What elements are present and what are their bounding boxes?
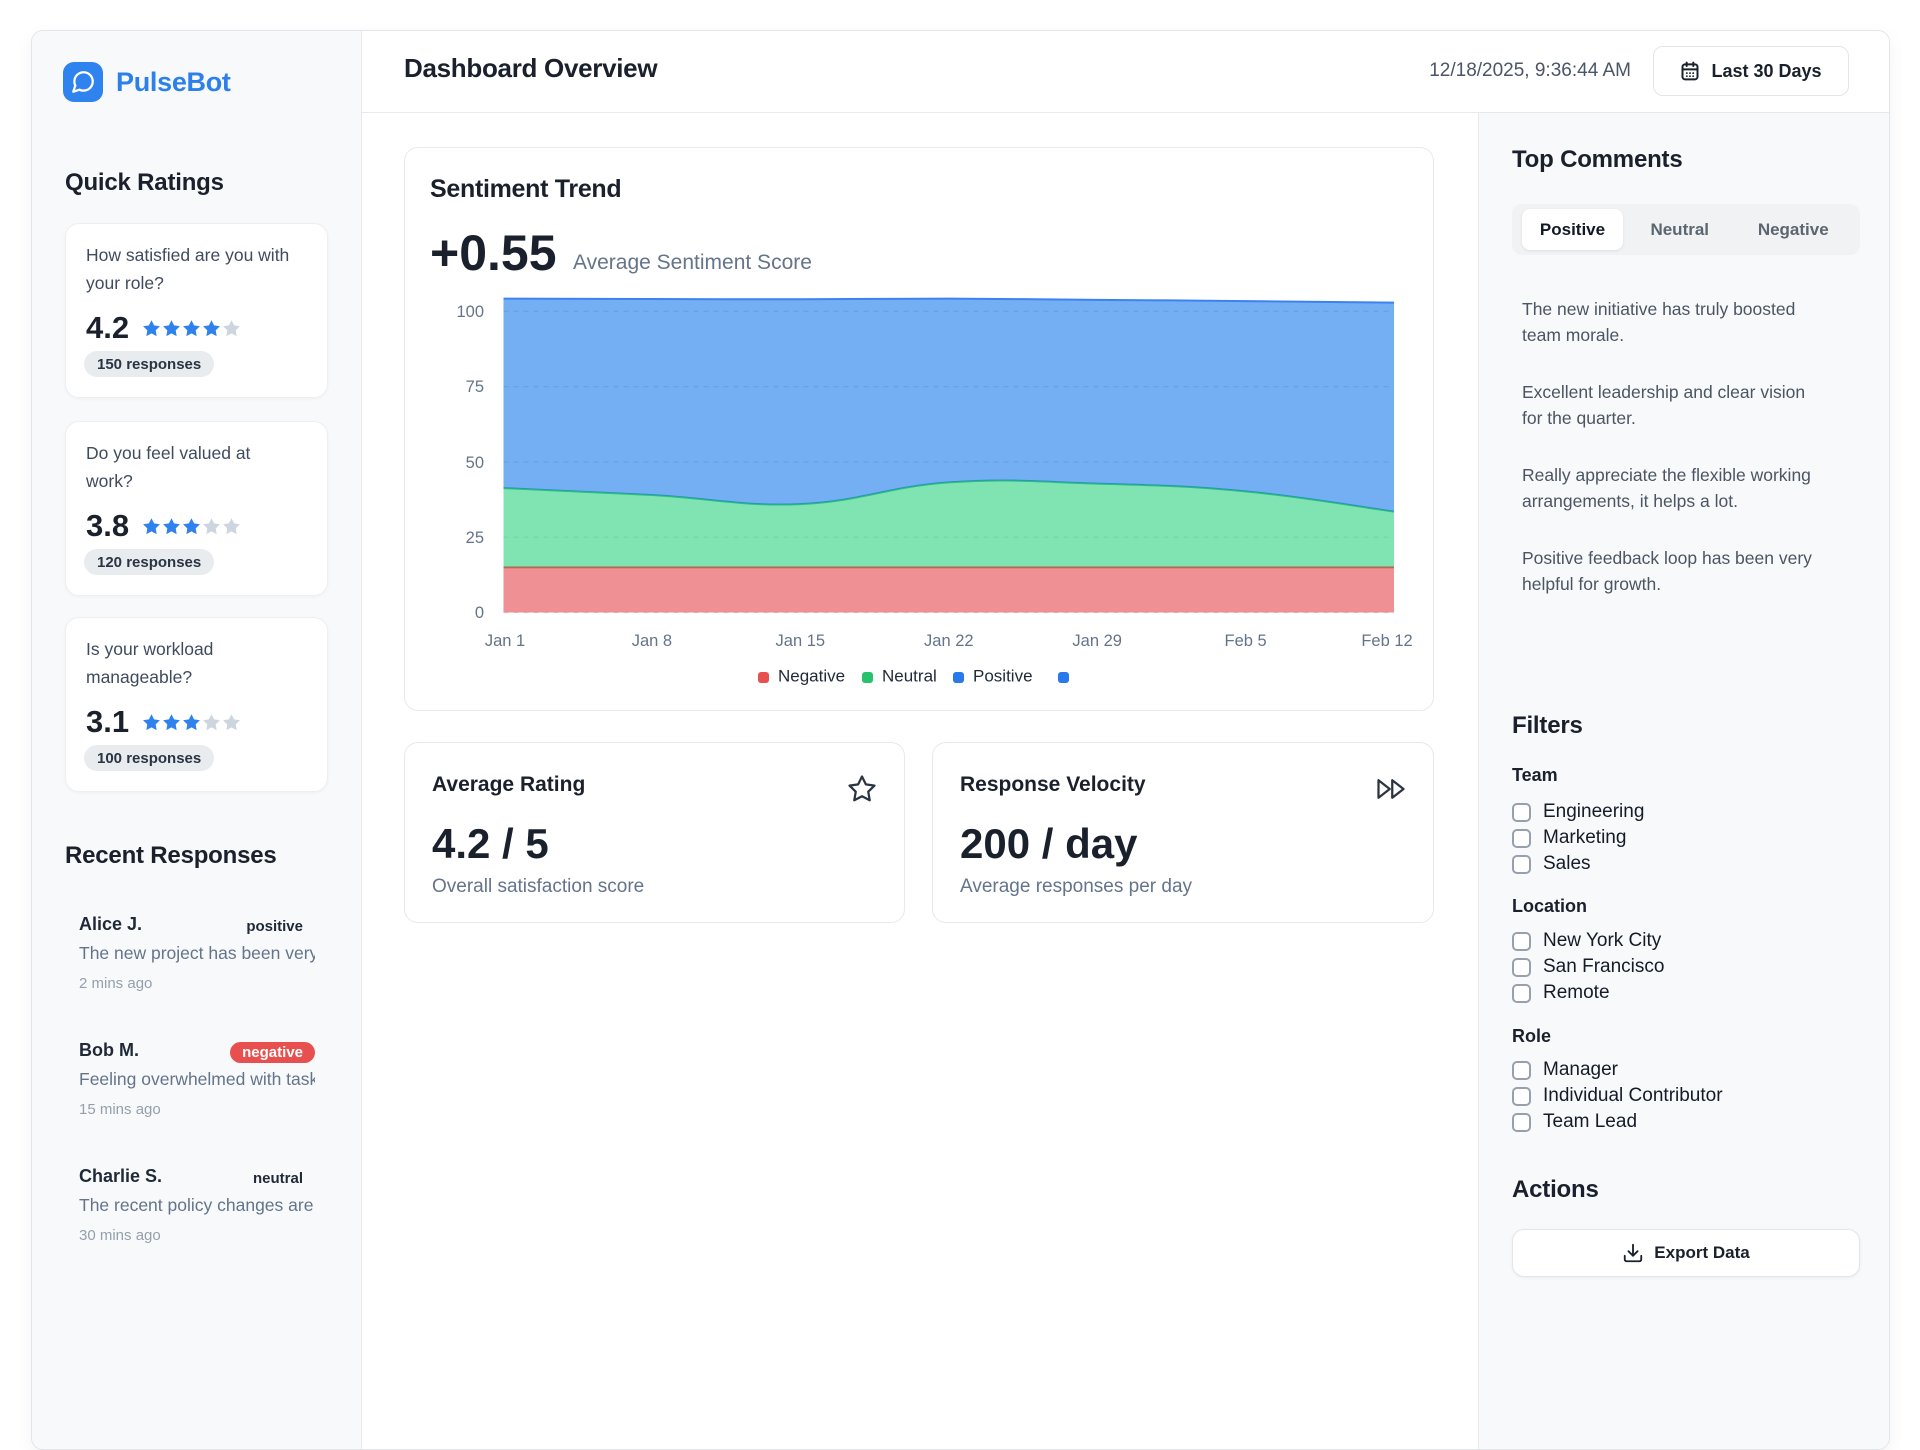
- svg-text:Feb 12: Feb 12: [1361, 632, 1412, 650]
- svg-text:Negative: Negative: [778, 667, 845, 686]
- svg-text:75: 75: [466, 378, 484, 396]
- svg-text:Sentiment Trend: Sentiment Trend: [430, 175, 621, 203]
- svg-text:+0.55: +0.55: [430, 225, 557, 281]
- svg-text:0: 0: [475, 604, 484, 622]
- svg-text:Jan 1: Jan 1: [485, 632, 525, 650]
- svg-text:Positive: Positive: [973, 667, 1033, 686]
- svg-text:Jan 29: Jan 29: [1072, 632, 1122, 650]
- svg-text:Average Sentiment Score: Average Sentiment Score: [573, 251, 812, 274]
- svg-text:Jan 15: Jan 15: [776, 632, 826, 650]
- svg-text:100: 100: [456, 303, 484, 321]
- svg-text:Jan 8: Jan 8: [632, 632, 672, 650]
- svg-text:50: 50: [466, 454, 484, 472]
- svg-text:Neutral: Neutral: [882, 667, 937, 686]
- svg-text:Feb 5: Feb 5: [1224, 632, 1266, 650]
- svg-text:25: 25: [466, 529, 484, 547]
- svg-text:Jan 22: Jan 22: [924, 632, 974, 650]
